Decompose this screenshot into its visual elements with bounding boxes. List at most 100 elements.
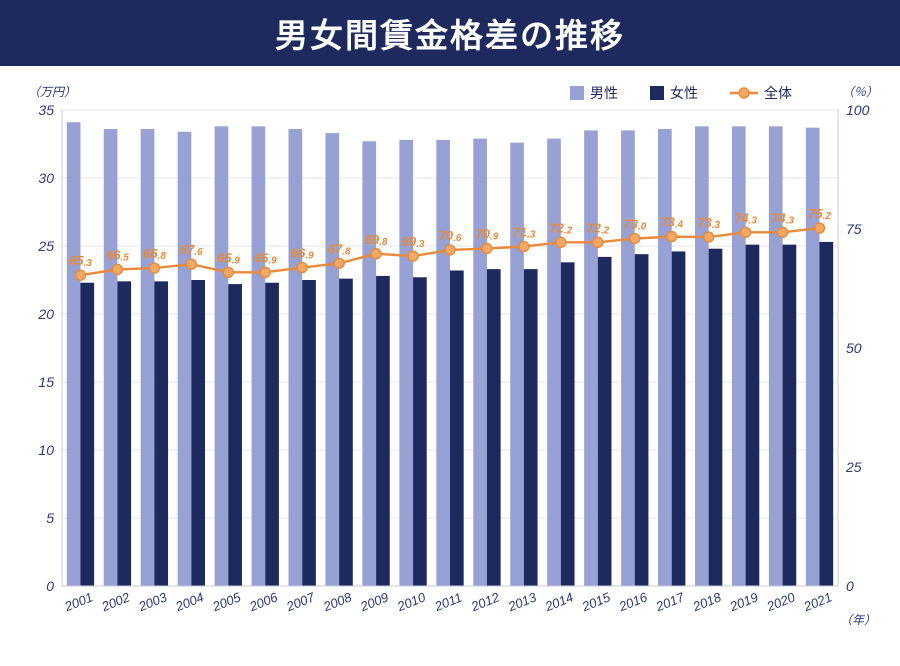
bar-male xyxy=(252,126,266,586)
bar-male xyxy=(215,126,229,586)
marker-overall xyxy=(630,234,640,244)
bar-male xyxy=(769,126,783,586)
bar-female xyxy=(561,262,575,586)
bar-male xyxy=(104,129,118,586)
bar-male xyxy=(325,133,339,586)
bar-female xyxy=(339,279,353,586)
bar-male xyxy=(141,129,155,586)
marker-overall xyxy=(556,237,566,247)
svg-text:2009: 2009 xyxy=(357,589,390,614)
svg-text:2016: 2016 xyxy=(616,589,650,614)
marker-overall xyxy=(519,242,529,252)
marker-overall xyxy=(445,245,455,255)
marker-overall xyxy=(297,263,307,273)
bar-male xyxy=(362,141,376,586)
bar-male xyxy=(289,129,303,586)
marker-overall xyxy=(186,259,196,269)
svg-text:2004: 2004 xyxy=(173,589,206,614)
svg-text:20: 20 xyxy=(37,306,54,322)
bar-male xyxy=(621,130,635,586)
chart-title-bar: 男女間賃金格差の推移 xyxy=(0,0,900,66)
marker-overall xyxy=(778,227,788,237)
bar-female xyxy=(635,254,649,586)
svg-text:2015: 2015 xyxy=(579,589,613,614)
marker-overall xyxy=(149,263,159,273)
bar-male xyxy=(658,129,672,586)
bar-female xyxy=(487,269,501,586)
svg-text:2020: 2020 xyxy=(764,589,798,614)
marker-overall xyxy=(667,232,677,242)
bar-female xyxy=(117,281,131,586)
bar-male xyxy=(584,130,598,586)
bar-female xyxy=(820,242,834,586)
legend-label: 女性 xyxy=(670,85,698,101)
svg-text:2019: 2019 xyxy=(727,589,760,614)
svg-text:（％）: （％） xyxy=(842,85,878,99)
svg-text:2001: 2001 xyxy=(62,589,95,614)
svg-text:5: 5 xyxy=(46,510,54,526)
bar-female xyxy=(598,257,612,586)
bar-female xyxy=(228,284,242,586)
legend-label: 男性 xyxy=(590,85,618,101)
bar-female xyxy=(413,277,427,586)
svg-text:2014: 2014 xyxy=(542,589,575,614)
legend-swatch xyxy=(650,86,664,100)
bar-male xyxy=(399,140,413,586)
bar-male xyxy=(178,132,192,586)
marker-overall xyxy=(482,244,492,254)
svg-text:2012: 2012 xyxy=(468,589,502,614)
marker-overall xyxy=(223,267,233,277)
bar-female xyxy=(376,276,390,586)
svg-text:（年）: （年） xyxy=(840,613,876,627)
marker-overall xyxy=(112,264,122,274)
bar-male xyxy=(732,126,746,586)
marker-overall xyxy=(260,267,270,277)
svg-text:75: 75 xyxy=(846,221,862,237)
svg-text:2008: 2008 xyxy=(320,589,354,614)
svg-text:2013: 2013 xyxy=(505,589,539,614)
marker-overall xyxy=(75,270,85,280)
bar-female xyxy=(265,283,279,586)
svg-text:2021: 2021 xyxy=(801,589,834,614)
bar-female xyxy=(709,249,723,586)
marker-overall xyxy=(741,227,751,237)
bar-male xyxy=(695,126,709,586)
marker-overall xyxy=(815,223,825,233)
svg-text:2010: 2010 xyxy=(394,589,428,614)
svg-text:2007: 2007 xyxy=(283,589,317,614)
chart-svg: 05101520253035（万円）0255075100（％）200120022… xyxy=(0,66,900,666)
legend-label: 全体 xyxy=(764,85,792,101)
svg-text:30: 30 xyxy=(38,170,54,186)
svg-text:25: 25 xyxy=(845,459,862,475)
svg-text:2005: 2005 xyxy=(209,589,243,614)
svg-text:2006: 2006 xyxy=(246,589,280,614)
svg-text:2002: 2002 xyxy=(99,589,133,614)
marker-overall xyxy=(334,258,344,268)
svg-text:35: 35 xyxy=(38,102,54,118)
svg-text:0: 0 xyxy=(46,578,54,594)
marker-overall xyxy=(408,251,418,261)
legend-swatch xyxy=(570,86,584,100)
bar-male xyxy=(547,139,561,586)
marker-overall xyxy=(371,249,381,259)
bar-male xyxy=(510,143,524,586)
svg-text:25: 25 xyxy=(37,238,54,254)
bar-female xyxy=(191,280,205,586)
svg-text:（万円）: （万円） xyxy=(28,85,76,99)
svg-text:100: 100 xyxy=(846,102,870,118)
bar-female xyxy=(80,283,94,586)
svg-text:15: 15 xyxy=(38,374,54,390)
svg-text:0: 0 xyxy=(846,578,854,594)
bar-male xyxy=(806,128,820,586)
marker-overall xyxy=(593,237,603,247)
bar-female xyxy=(746,245,760,586)
bar-female xyxy=(672,251,686,586)
svg-text:2018: 2018 xyxy=(690,589,724,614)
svg-text:2011: 2011 xyxy=(432,590,464,615)
marker-overall xyxy=(704,232,714,242)
bar-female xyxy=(302,280,316,586)
bar-female xyxy=(524,269,538,586)
bar-female xyxy=(783,245,797,586)
svg-text:10: 10 xyxy=(38,442,54,458)
legend-marker xyxy=(739,88,749,98)
